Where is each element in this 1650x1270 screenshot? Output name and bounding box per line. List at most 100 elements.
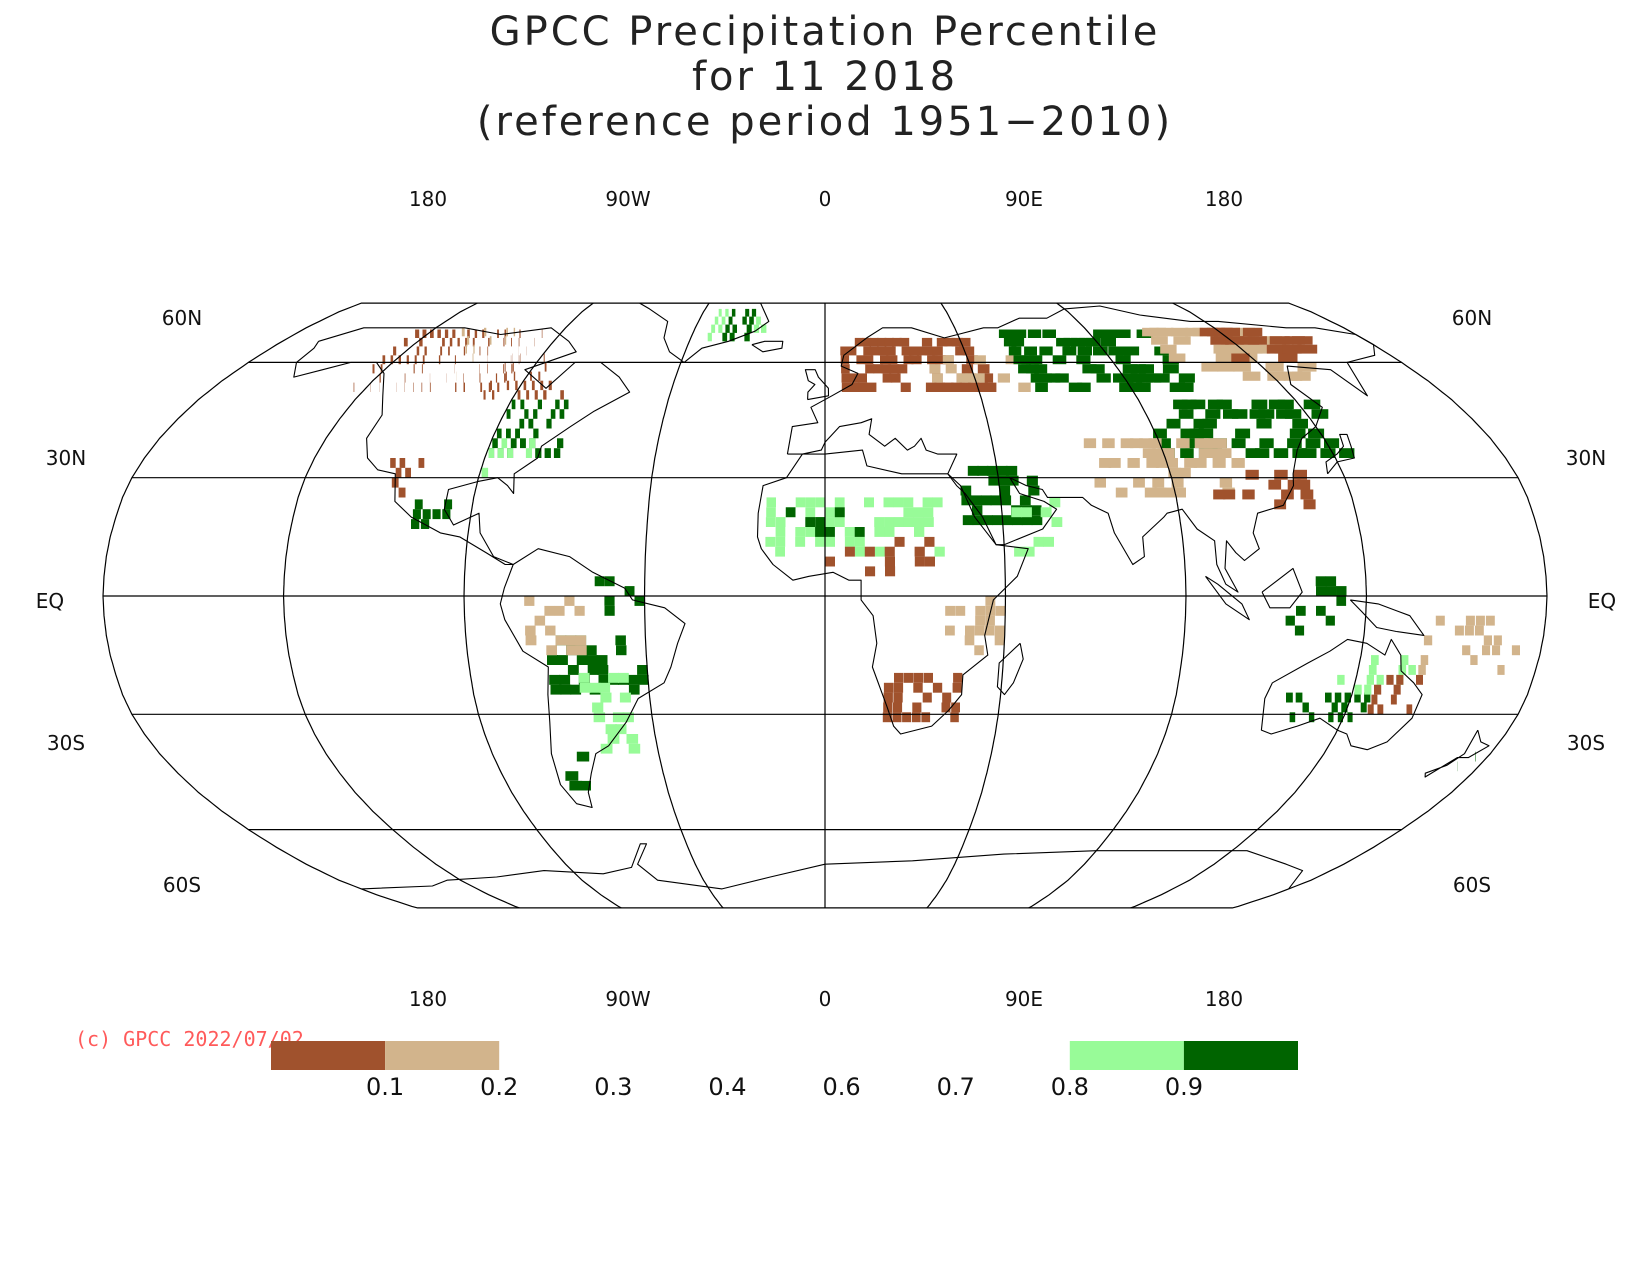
precip-cell-very-dry [416,346,420,356]
precip-cell-very-wet [1292,448,1308,458]
precip-cell-very-dry [517,390,521,400]
coastline-antarctica [361,843,1304,890]
title-line-1: GPCC Precipitation Percentile [490,9,1161,55]
precip-cell-very-wet [1115,355,1131,365]
precip-cell-very-dry [1300,489,1314,500]
precip-cell-very-dry [914,556,925,567]
precip-cell-dry [1215,353,1234,363]
precip-cell-very-wet [1185,438,1199,449]
precip-cell-dry [1133,477,1145,488]
precip-cell-dry [1511,645,1520,656]
precip-cell-wet [578,672,590,683]
precip-cell-very-dry [897,364,908,374]
precip-cell-very-wet [1129,373,1145,383]
precip-cell-very-wet [1027,329,1042,338]
precip-cell-very-wet [442,509,451,520]
precip-cell-dry [985,615,995,626]
precip-cell-very-wet [1341,702,1348,713]
precip-cell-very-dry [927,355,938,365]
precip-cell-very-wet [1360,702,1367,713]
precip-cell-very-wet [1339,448,1355,458]
meridian-135 [1130,302,1368,909]
precip-cell-very-dry [840,346,849,356]
precip-cell-very-wet [746,324,752,333]
lat-label-left-eq: EQ [36,589,64,613]
precip-cell-very-dry [854,337,864,347]
map-area [102,302,1548,909]
precip-cell-dry [1171,477,1184,488]
precip-cell-very-wet [1093,346,1108,356]
precip-cell-very-dry [912,702,922,713]
precip-cell-very-wet [1029,355,1043,365]
precip-cell-very-dry [900,382,911,392]
precip-cell-very-dry [413,382,414,392]
precip-cell-very-dry [841,373,851,383]
precip-cell-very-wet [998,475,1009,486]
precip-cell-very-dry [951,382,963,392]
precip-cell-very-dry [1242,489,1255,500]
precip-cell-wet [1040,507,1052,518]
precip-cell-very-wet [1021,355,1035,365]
precip-cell-very-wet [1039,346,1053,356]
precip-cell-dry [1464,625,1474,636]
precip-cell-very-dry [899,337,910,347]
precip-cell-very-wet [1178,373,1195,383]
lat-label-left-30s: 30S [47,731,85,755]
precip-cell-very-wet [1003,337,1017,347]
lat-label-right-30n: 30N [1566,446,1606,470]
precip-cell-very-dry [840,355,850,365]
precip-cell-very-wet [1354,692,1361,703]
lon-label-bottom-180w: 180 [409,987,447,1011]
precip-cell-very-dry [961,364,974,374]
precip-cell-very-wet [1002,515,1013,526]
precip-cell-dry [945,625,955,636]
precip-cell-dry [1130,438,1143,449]
lat-label-left-60n: 60N [162,306,202,330]
precip-cell-very-dry [934,382,945,392]
precip-cell-dry [1139,438,1153,449]
precip-cell-very-dry [870,346,880,356]
precip-cell-dry [1493,635,1502,646]
precip-cell-dry [525,625,536,636]
precip-cell-dry [1173,336,1191,345]
precip-cell-wet [626,734,639,744]
precip-cell-very-dry [398,487,406,498]
precip-cell-very-wet [1034,364,1048,374]
precip-cell-very-wet [1137,373,1153,383]
precip-cell-dry [1462,645,1471,656]
precip-cell-very-wet [1123,346,1140,356]
precip-cell-dry [956,373,968,383]
precip-cell-very-wet [1108,346,1124,356]
precip-cell-very-dry [955,346,967,356]
precip-cell-very-dry [884,556,895,567]
precip-cell-wet [883,497,894,508]
precip-cell-very-dry [511,364,513,374]
precip-cell-very-wet [725,324,730,333]
precip-cell-wet [593,712,606,723]
precip-cell-very-dry [941,702,951,713]
precip-cell-very-dry [950,712,959,723]
precip-cell-very-wet [604,605,615,616]
precip-cell-dry [1233,362,1251,372]
precip-cell-very-dry [893,692,903,703]
precip-cell-very-wet [598,674,610,685]
precip-cell-very-dry [901,346,912,356]
meridian-45 [926,302,1007,909]
precip-cell-very-dry [482,329,485,338]
precip-cell-very-wet [960,485,972,496]
precip-cell-very-dry [372,364,375,374]
precip-cell-very-dry [430,329,434,338]
legend-bin-09-10 [1183,1041,1298,1070]
precip-cell-very-dry [877,337,887,347]
precip-cell-dry [974,355,986,365]
precip-cell-very-dry [449,337,453,347]
precip-cell-dry [1213,438,1227,449]
precip-cell-very-wet [1295,692,1303,703]
precip-cell-very-wet [1347,712,1353,723]
precip-cell-very-dry [504,373,506,383]
precip-cell-very-wet [996,465,1008,476]
precip-cell-very-dry [921,712,931,723]
precip-cell-wet [923,507,934,518]
precip-cell-dry [1482,645,1491,656]
precip-cell-very-dry [966,355,978,365]
